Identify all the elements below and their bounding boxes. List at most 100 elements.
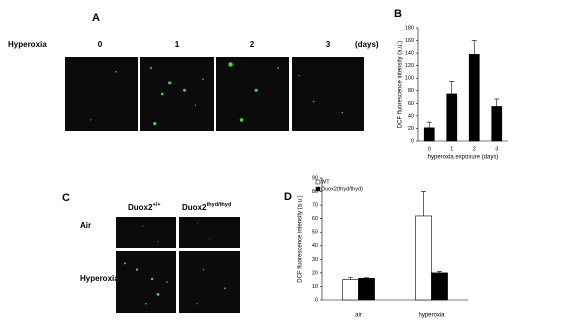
y-tick-label: 80 <box>408 88 414 94</box>
column-label: Duox2+/+ <box>128 202 160 212</box>
legend-label: Duox2(thyd/thyd) <box>321 186 363 192</box>
cell <box>202 78 204 80</box>
bar <box>415 215 432 301</box>
cell <box>239 118 244 122</box>
y-axis-label: DCF fluorescence intensity (a.u.) <box>298 195 304 282</box>
cell <box>312 100 315 103</box>
cell <box>228 62 233 67</box>
error-bar <box>347 277 353 280</box>
y-tick-label: 180 <box>405 25 414 31</box>
x-tick-label: 0 <box>428 146 431 152</box>
y-tick-label: 20 <box>312 270 318 276</box>
micrograph <box>116 217 176 248</box>
y-tick-label: 50 <box>312 230 318 236</box>
error-bar <box>426 121 432 128</box>
y-tick-label: 70 <box>312 203 318 209</box>
y-tick-label: 0 <box>411 138 414 144</box>
cell <box>196 303 198 305</box>
column-label: 2 <box>250 40 255 49</box>
y-tick-label: 40 <box>312 243 318 249</box>
cell <box>160 92 164 96</box>
cell <box>196 222 198 224</box>
bar <box>358 278 375 301</box>
panel-label: C <box>62 192 70 204</box>
cell <box>194 104 197 106</box>
y-tick-label: 160 <box>405 38 414 44</box>
cell <box>124 262 126 265</box>
column-label: 1 <box>175 40 180 49</box>
column-label: 0 <box>98 40 103 49</box>
bar <box>468 54 480 142</box>
cell <box>168 81 172 85</box>
cell <box>277 67 279 69</box>
row-label: Hyperoxia <box>80 274 119 283</box>
x-tick-label: 2 <box>473 146 476 152</box>
panel-label: B <box>394 8 402 20</box>
cell <box>115 71 117 73</box>
y-tick-label: 120 <box>405 63 414 69</box>
micrograph <box>216 57 289 131</box>
bar <box>431 272 448 301</box>
cell <box>254 88 258 92</box>
y-axis-label: DCF fluorescence intensity (a.u.) <box>398 41 404 128</box>
y-tick-label: 40 <box>408 113 414 119</box>
error-bar <box>471 40 477 55</box>
legend-swatch <box>315 186 321 192</box>
label-sup: +/+ <box>152 202 160 208</box>
y-tick-label: 100 <box>405 76 414 82</box>
bar <box>446 93 458 142</box>
error-bar <box>494 98 500 107</box>
cell <box>142 225 144 227</box>
cell <box>166 281 168 283</box>
y-tick-label: 20 <box>408 126 414 132</box>
legend-label: WT <box>321 179 330 185</box>
cell <box>156 293 160 296</box>
error-bar <box>449 81 455 94</box>
y-tick-label: 10 <box>312 284 318 290</box>
row-label: Hyperoxia <box>8 40 47 49</box>
micrograph <box>140 57 214 131</box>
x-tick-label: air <box>355 313 362 319</box>
x-axis-label: hyperoxia exposure (days) <box>428 155 499 161</box>
cell <box>341 111 344 114</box>
micrograph <box>116 251 176 313</box>
cell <box>150 67 153 70</box>
cell <box>182 88 186 92</box>
y-tick-label: 30 <box>312 257 318 263</box>
micrograph <box>292 57 364 131</box>
column-label: 3 <box>326 40 331 49</box>
cell <box>223 287 226 290</box>
micrograph <box>65 57 138 131</box>
y-tick-label: 140 <box>405 51 414 57</box>
label-base: Duox2 <box>128 203 153 212</box>
panel-label: D <box>284 191 292 203</box>
cell <box>135 268 139 271</box>
cell <box>298 74 300 77</box>
unit-label: (days) <box>355 40 379 49</box>
bar <box>342 279 359 301</box>
y-tick-label: 80 <box>312 189 318 195</box>
row-label: Air <box>80 221 91 230</box>
micrograph <box>179 251 240 313</box>
y-tick-label: 60 <box>312 216 318 222</box>
y-tick-label: 90 <box>312 175 318 181</box>
label-sup: thyd/thyd <box>206 202 231 208</box>
error-bar <box>364 277 370 279</box>
cell <box>89 119 92 121</box>
panel-label: A <box>92 12 100 24</box>
cell <box>153 122 157 126</box>
y-tick-label: 60 <box>408 101 414 107</box>
y-tick-label: 0 <box>315 297 318 303</box>
cell <box>202 269 204 271</box>
x-tick-label: 3 <box>495 146 498 152</box>
cell <box>209 238 210 240</box>
micrograph <box>179 217 240 248</box>
cell <box>145 302 147 305</box>
column-label: Duox2thyd/thyd <box>182 202 231 212</box>
error-bar <box>437 271 443 273</box>
x-tick-label: 1 <box>450 146 453 152</box>
label-base: Duox2 <box>182 203 207 212</box>
bar <box>423 127 435 142</box>
cell <box>157 241 159 243</box>
